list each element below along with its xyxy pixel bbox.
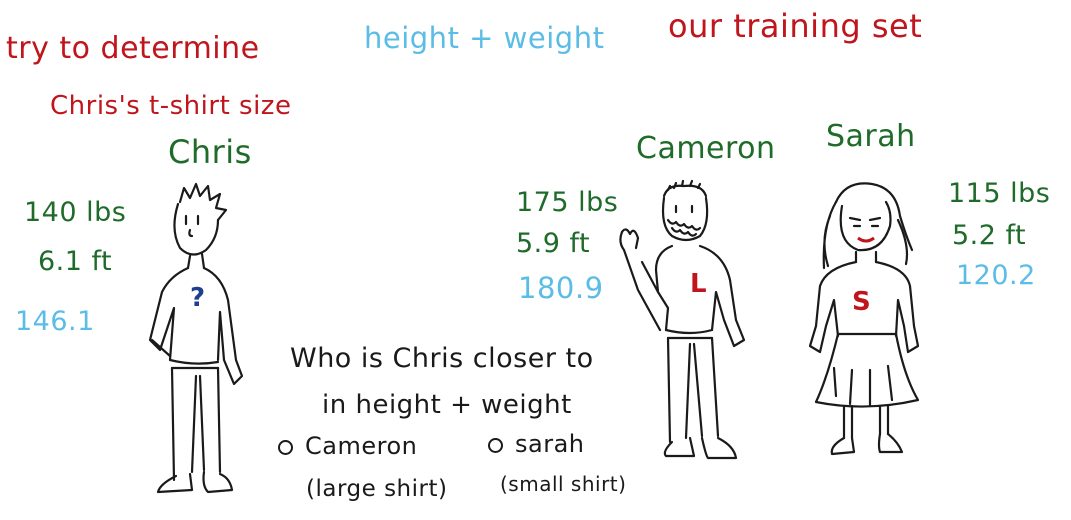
option-cameron-label: Cameron xyxy=(305,432,418,460)
chris-weight: 140 lbs xyxy=(24,197,127,228)
sarah-lips xyxy=(857,236,875,243)
cameron-name: Cameron xyxy=(636,131,776,166)
chris-name: Chris xyxy=(168,133,252,171)
sarah-height: 5.2 ft xyxy=(952,220,1027,251)
chris-height: 6.1 ft xyxy=(38,246,113,277)
chris-shirt-mark: ? xyxy=(190,283,205,313)
quiz-question-line-2: in height + weight xyxy=(322,390,572,420)
goal-line-2: Chris's t-shirt size xyxy=(50,91,292,121)
sarah-shirt-letter: S xyxy=(852,287,871,317)
sarah-figure: S xyxy=(808,182,920,456)
cameron-height: 5.9 ft xyxy=(516,228,591,259)
chris-figure: ? xyxy=(148,182,244,494)
cameron-weight: 175 lbs xyxy=(516,187,619,218)
training-set-label: our training set xyxy=(668,7,923,45)
quiz-option-sarah[interactable]: sarah xyxy=(488,432,585,456)
radio-cameron[interactable] xyxy=(278,439,293,455)
quiz-option-cameron[interactable]: Cameron xyxy=(278,434,417,458)
quiz-option-sarah-note: (small shirt) xyxy=(500,472,627,496)
quiz-question-line-1: Who is Chris closer to xyxy=(290,343,594,374)
sarah-score: 120.2 xyxy=(956,260,1036,291)
chris-score: 146.1 xyxy=(15,306,95,337)
goal-line-1: try to determine xyxy=(6,31,260,66)
cameron-score: 180.9 xyxy=(518,271,604,305)
features-label: height + weight xyxy=(364,21,605,55)
option-sarah-label: sarah xyxy=(515,430,585,458)
cameron-figure: L xyxy=(619,179,746,460)
cameron-shirt-letter: L xyxy=(690,269,707,299)
quiz-option-cameron-note: (large shirt) xyxy=(306,476,448,502)
radio-sarah[interactable] xyxy=(488,437,503,453)
sarah-weight: 115 lbs xyxy=(948,178,1051,209)
sarah-name: Sarah xyxy=(826,119,916,154)
